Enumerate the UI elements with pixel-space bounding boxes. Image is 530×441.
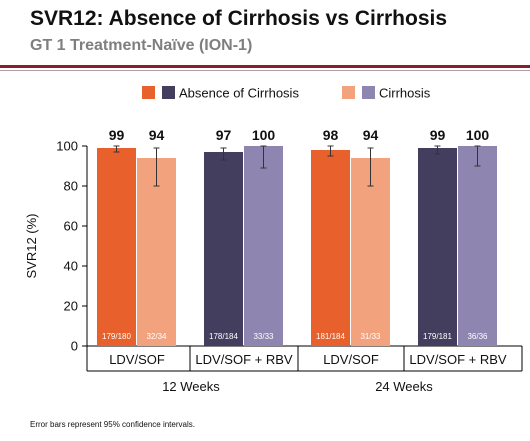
bar	[418, 148, 457, 346]
data-label: 100	[252, 127, 276, 143]
y-axis-label: SVR12 (%)	[24, 213, 39, 278]
y-tick-label: 40	[64, 259, 78, 274]
x-tick-label: LDV/SOF	[323, 352, 379, 367]
bar	[244, 146, 283, 346]
y-tick-label: 0	[71, 339, 78, 354]
y-tick-label: 60	[64, 219, 78, 234]
n-label: 181/184	[316, 332, 345, 341]
x-tick-label: LDV/SOF	[109, 352, 165, 367]
data-label: 94	[149, 127, 165, 143]
y-tick-label: 80	[64, 179, 78, 194]
n-label: 36/36	[467, 332, 488, 341]
legend-swatch	[362, 86, 375, 99]
bar	[137, 158, 176, 346]
n-label: 179/180	[102, 332, 131, 341]
bar	[351, 158, 390, 346]
bar	[311, 150, 350, 346]
legend-label: Cirrhosis	[379, 86, 431, 101]
n-label: 31/33	[360, 332, 381, 341]
n-label: 179/181	[423, 332, 452, 341]
legend-label: Absence of Cirrhosis	[179, 86, 299, 101]
page-subtitle: GT 1 Treatment-Naïve (ION-1)	[30, 37, 253, 54]
data-label: 99	[430, 127, 446, 143]
bar	[97, 148, 136, 346]
header-rule	[0, 65, 530, 68]
data-label: 99	[109, 127, 125, 143]
data-label: 98	[323, 127, 339, 143]
bar	[458, 146, 497, 346]
header-rule-thin	[0, 70, 530, 71]
data-label: 97	[216, 127, 232, 143]
footnote: Error bars represent 95% confidence inte…	[30, 420, 195, 429]
bar	[204, 152, 243, 346]
y-tick-label: 100	[56, 139, 78, 154]
group-label: 24 Weeks	[375, 379, 433, 394]
group-label: 12 Weeks	[162, 379, 220, 394]
page-title: SVR12: Absence of Cirrhosis vs Cirrhosis	[30, 7, 448, 30]
data-label: 94	[363, 127, 379, 143]
legend-swatch	[142, 86, 155, 99]
n-label: 178/184	[209, 332, 238, 341]
x-tick-label: LDV/SOF + RBV	[409, 352, 506, 367]
data-label: 100	[466, 127, 490, 143]
n-label: 32/34	[146, 332, 167, 341]
legend-swatch	[342, 86, 355, 99]
y-tick-label: 20	[64, 299, 78, 314]
x-tick-label: LDV/SOF + RBV	[195, 352, 292, 367]
n-label: 33/33	[253, 332, 274, 341]
legend-swatch	[162, 86, 175, 99]
